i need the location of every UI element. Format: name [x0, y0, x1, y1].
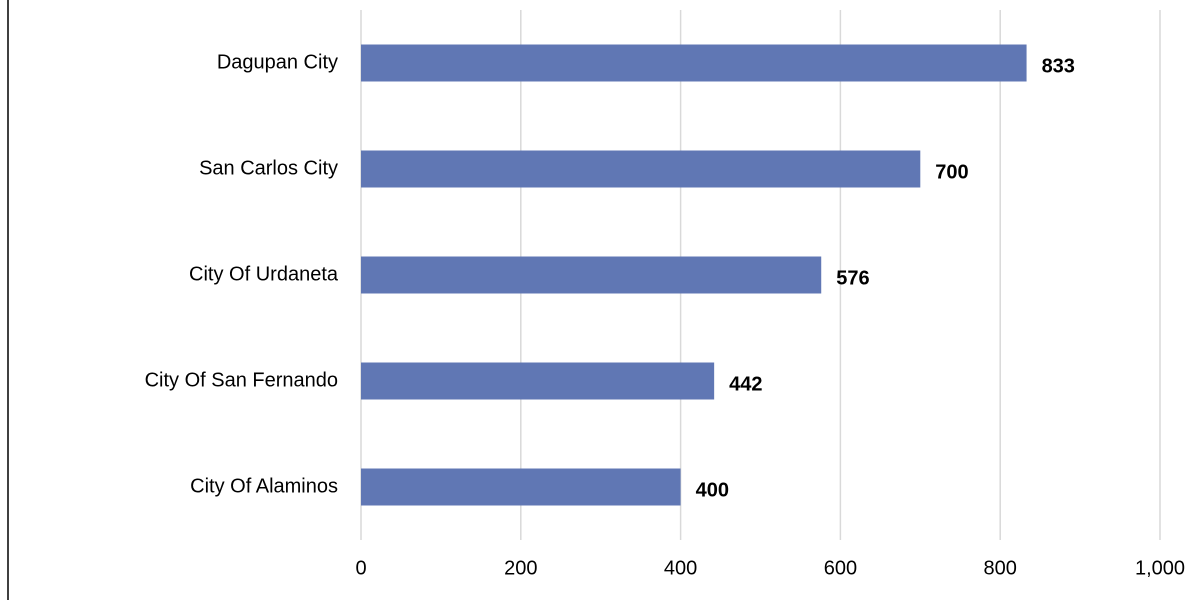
value-label: 576 [836, 267, 869, 289]
bar [361, 150, 921, 188]
y-tick-label: City Of Alaminos [190, 475, 338, 497]
value-label: 400 [696, 479, 729, 501]
bar [361, 256, 822, 294]
bar [361, 468, 681, 506]
x-tick-label: 1,000 [1135, 557, 1185, 579]
x-tick-label: 600 [824, 557, 857, 579]
y-tick-label: Dagupan City [217, 51, 338, 73]
x-tick-label: 400 [664, 557, 697, 579]
y-tick-label: San Carlos City [199, 157, 338, 179]
bar [361, 362, 715, 400]
value-label: 442 [729, 373, 762, 395]
x-tick-label: 200 [504, 557, 537, 579]
value-label: 700 [935, 161, 968, 183]
bar [361, 44, 1027, 82]
value-label: 833 [1042, 55, 1075, 77]
y-tick-label: City Of San Fernando [145, 369, 338, 391]
y-tick-label: City Of Urdaneta [189, 263, 339, 285]
x-tick-label: 800 [984, 557, 1017, 579]
x-tick-label: 0 [355, 557, 366, 579]
